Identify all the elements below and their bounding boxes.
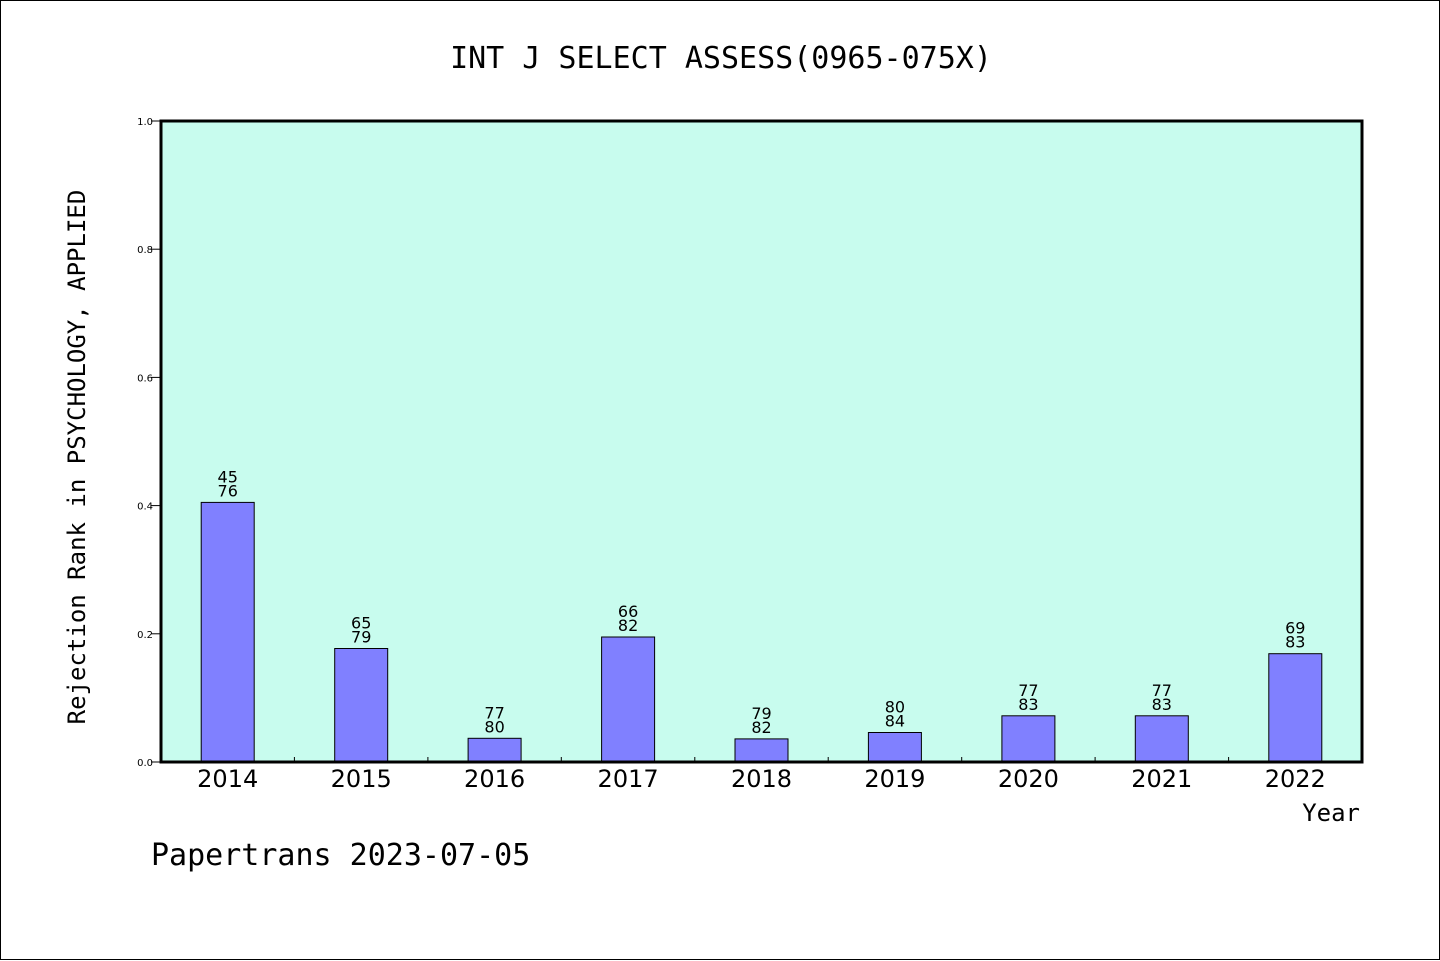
y-axis-label: Rejection Rank in PSYCHOLOGY, APPLIED (63, 190, 91, 725)
y-tick-label-0.2: 0.2 (137, 630, 153, 641)
bar-2017 (601, 636, 656, 763)
x-tick-label-2020: 2020 (998, 765, 1059, 793)
y-tick-label-0.0: 0.0 (137, 758, 153, 769)
bar-2020 (1001, 715, 1056, 763)
x-tick-label-2022: 2022 (1265, 765, 1326, 793)
bars-group (200, 501, 1323, 763)
y-tick-label-0.8: 0.8 (137, 245, 153, 256)
bar-2016 (467, 737, 522, 763)
bar-label-top-2020: 77 (1018, 681, 1038, 700)
x-tick-label-2016: 2016 (464, 765, 525, 793)
bar-label-bottom-2020: 83 (1018, 695, 1038, 714)
bar-label-top-2015: 65 (351, 614, 371, 633)
bar-label-top-2014: 45 (218, 467, 238, 486)
bar-label-bottom-2019: 84 (885, 712, 905, 731)
bar-label-bottom-2021: 83 (1152, 695, 1172, 714)
x-tick-label-2021: 2021 (1131, 765, 1192, 793)
bar-label-bottom-2022: 83 (1285, 633, 1305, 652)
y-axis-ticks: 0.0 0.2 0.4 0.6 0.8 1.0 (137, 117, 161, 769)
y-tick-label-0.6: 0.6 (137, 373, 153, 384)
bar-2018 (734, 738, 789, 763)
plot-border (159, 119, 1364, 764)
bar-label-bottom-2015: 79 (351, 628, 371, 647)
x-axis-label: Year (1302, 799, 1360, 827)
bar-label-top-2018: 79 (751, 704, 771, 723)
bar-2019 (867, 732, 922, 763)
bar-2014 (200, 501, 255, 763)
bar-label-bottom-2014: 76 (218, 481, 238, 500)
x-axis-ticks: 2014 2015 2016 2017 2018 2019 2020 2021 2022 (197, 757, 1326, 793)
y-tick-label-0.4: 0.4 (137, 502, 153, 513)
bar-label-top-2021: 77 (1152, 681, 1172, 700)
x-tick-label-2014: 2014 (197, 765, 258, 793)
chart-title: INT J SELECT ASSESS(0965-075X) (450, 41, 992, 76)
bar-label-top-2019: 80 (885, 698, 905, 717)
x-tick-label-2017: 2017 (598, 765, 659, 793)
bar-label-bottom-2018: 82 (751, 718, 771, 737)
bar-label-bottom-2016: 80 (484, 717, 504, 736)
bar-label-top-2022: 69 (1285, 619, 1305, 638)
x-tick-label-2018: 2018 (731, 765, 792, 793)
bar-2022 (1268, 653, 1323, 763)
bar-2021 (1134, 715, 1189, 763)
x-tick-label-2019: 2019 (864, 765, 925, 793)
bar-label-bottom-2017: 82 (618, 616, 638, 635)
bar-label-top-2017: 66 (618, 602, 638, 621)
y-tick-label-1.0: 1.0 (137, 117, 153, 128)
bar-2015 (334, 648, 389, 763)
x-tick-label-2015: 2015 (331, 765, 392, 793)
footer-credit: Papertrans 2023-07-05 (151, 838, 530, 873)
bar-label-top-2016: 77 (484, 703, 504, 722)
